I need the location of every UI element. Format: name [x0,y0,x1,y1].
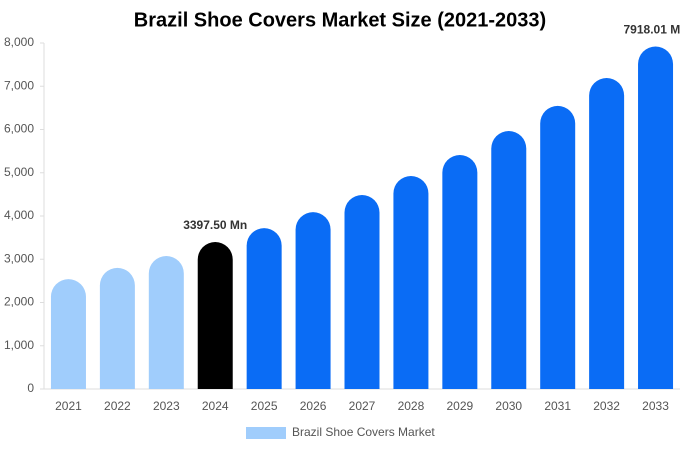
bar [344,195,380,389]
data-label: 7918.01 Mn [624,23,680,37]
legend-label: Brazil Shoe Covers Market [292,425,435,439]
y-tick-label: 4,000 [4,208,34,222]
x-tick-label: 2031 [544,399,571,413]
y-tick-label: 7,000 [4,78,34,92]
y-tick-label: 5,000 [4,165,34,179]
bar [442,155,478,389]
bar [246,228,282,389]
y-tick-label: 0 [27,381,34,395]
x-tick-label: 2025 [251,399,278,413]
bar [393,175,429,389]
legend-swatch [246,427,286,439]
x-tick-label: 2021 [55,399,82,413]
x-tick-label: 2029 [446,399,473,413]
y-tick-label: 2,000 [4,295,34,309]
y-tick-label: 6,000 [4,122,34,136]
x-tick-label: 2028 [398,399,425,413]
x-tick-label: 2027 [349,399,376,413]
y-tick-label: 1,000 [4,338,34,352]
bar [50,279,86,389]
bar [638,46,674,389]
x-tick-label: 2022 [104,399,131,413]
y-tick-label: 3,000 [4,251,34,265]
bar [589,78,625,389]
x-tick-label: 2032 [593,399,620,413]
bar [491,131,527,390]
bar [197,242,233,389]
bar [148,256,184,389]
x-tick-label: 2033 [642,399,669,413]
x-tick-label: 2023 [153,399,180,413]
bar [99,267,135,389]
y-tick-label: 8,000 [4,35,34,49]
chart-title: Brazil Shoe Covers Market Size (2021-203… [134,9,546,31]
bar [295,212,331,389]
x-tick-label: 2024 [202,399,229,413]
data-label: 3397.50 Mn [183,218,247,232]
bar [540,105,576,390]
x-tick-label: 2030 [495,399,522,413]
x-tick-label: 2026 [300,399,327,413]
